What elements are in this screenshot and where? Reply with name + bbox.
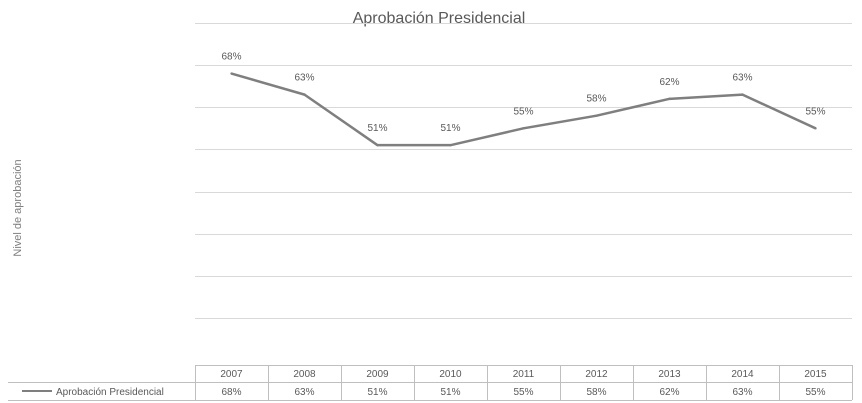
data-table: 2007 2008 2009 2010 2011 2012 2013 2014 2015 Apro… (8, 365, 853, 401)
data-point (522, 127, 525, 130)
x-tick-label: 2015 (804, 369, 827, 380)
data-label: 68% (221, 52, 241, 63)
legend-series-name: Aprobación Presidencial (56, 387, 164, 398)
x-tick-label: 2008 (293, 369, 316, 380)
data-label: 51% (367, 123, 387, 134)
x-tick-label: 2007 (220, 369, 243, 380)
table-value-cell: 58% (586, 387, 606, 398)
x-tick-label: 2012 (585, 369, 608, 380)
data-label: 55% (513, 106, 533, 117)
x-tick-label: 2014 (731, 369, 754, 380)
series-lines (230, 72, 817, 147)
data-point (230, 72, 233, 75)
data-point (668, 97, 671, 101)
data-point (595, 114, 598, 117)
data-point (303, 93, 306, 96)
data-point (449, 143, 452, 147)
data-labels: 68% 63% 51% 51% 55% 58% 62% 63% 55% (221, 52, 825, 135)
table-value-cell: 51% (440, 387, 460, 398)
x-tick-label: 2013 (658, 369, 681, 380)
table-value-cell: 63% (732, 387, 752, 398)
data-label: 63% (294, 73, 314, 84)
table-value-cell: 51% (367, 387, 387, 398)
data-point (376, 143, 379, 147)
table-value-cell: 55% (805, 387, 825, 398)
data-label: 62% (659, 77, 679, 88)
table-value-cell: 68% (221, 387, 241, 398)
y-axis-label: Nivel de aprobación (12, 159, 24, 256)
data-point (741, 93, 744, 96)
data-label: 63% (732, 73, 752, 84)
x-tick-label: 2011 (513, 369, 535, 380)
chart-title: Aprobación Presidencial (353, 10, 526, 27)
data-label: 51% (440, 123, 460, 134)
table-value-cell: 63% (294, 387, 314, 398)
gridlines (195, 23, 852, 319)
data-label: 55% (805, 106, 825, 117)
data-label: 58% (586, 94, 606, 105)
table-value-cell: 55% (513, 387, 533, 398)
data-point (814, 127, 817, 130)
x-tick-label: 2009 (366, 369, 389, 380)
x-tick-label: 2010 (439, 369, 462, 380)
table-value-cell: 62% (659, 387, 679, 398)
